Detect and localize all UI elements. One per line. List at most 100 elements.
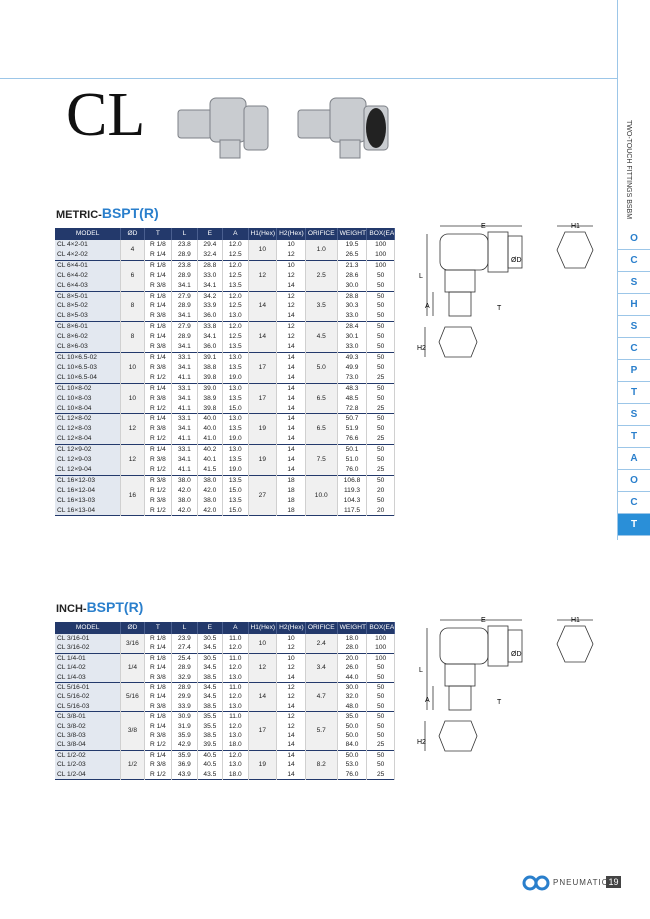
data-row: CL 1/2-03 R 3/8 36.9 40.5 13.0 14 53.0 50 [55, 760, 395, 770]
data-row: CL 3/8-01 3/8 R 1/8 30.9 35.5 11.0 17 12 5.7 35.0… [55, 711, 395, 751]
cell: 33.1 [171, 382, 198, 394]
cell: 13.0 [222, 760, 249, 770]
cell: R 1/4 [144, 351, 173, 363]
header-row: MODELØDTLEAH1(Hex)H2(Hex)ORIFICEWEIGHT(g… [55, 228, 395, 240]
cell: 40.1 [197, 455, 224, 465]
cell: 28.0 [337, 643, 368, 654]
cell: 39.5 [197, 740, 224, 751]
cell: CL 3/8-04 [55, 740, 122, 751]
cell: 50.7 [337, 413, 368, 425]
dimension-label: ØD [511, 651, 522, 658]
cell: 50 [366, 290, 395, 302]
cell: 73.0 [337, 372, 368, 384]
cell: 50.0 [337, 731, 368, 741]
cell: CL 8×6-01 [55, 321, 122, 333]
cell: R 1/2 [144, 464, 173, 476]
cell: 28.9 [171, 332, 198, 343]
side-label: TWO-TOUCH FITTINGS BSBM [625, 120, 632, 220]
cell: 14 [276, 701, 306, 712]
cell: 15.0 [222, 403, 249, 414]
cell: 14 [276, 740, 306, 751]
cell: 10 [248, 633, 278, 654]
cell: CL 5/16-01 [55, 682, 122, 693]
cell: 4 [120, 239, 145, 261]
cell: 1.0 [305, 239, 338, 261]
cell: 39.8 [197, 403, 224, 414]
data-row: CL 12×9-02 12 R 1/4 33.1 40.2 13.0 19 14 7.5 50.1… [55, 444, 395, 476]
drawing-line [507, 235, 523, 269]
cell: 40.5 [197, 760, 224, 770]
cell: 4.5 [305, 321, 338, 353]
cell: 32.0 [337, 692, 368, 702]
cell: 13.0 [222, 672, 249, 683]
cell: 100 [366, 249, 395, 261]
cell: 14 [276, 749, 306, 761]
dimension-label: L [419, 273, 423, 280]
cell: 42.9 [171, 740, 198, 751]
cell: R 1/2 [144, 485, 173, 496]
cell: 7.5 [305, 444, 338, 476]
cell: R 3/8 [144, 731, 173, 741]
cell: 13.5 [222, 393, 249, 404]
cell: 50 [366, 495, 395, 506]
cell: 28.9 [171, 249, 198, 261]
metric-table: MODELØDTLEAH1(Hex)H2(Hex)ORIFICEWEIGHT(g… [55, 228, 395, 517]
cell: 18 [276, 485, 306, 496]
cell: 14 [276, 382, 306, 394]
technical-drawing: E H1 L A ØD T H2 [417, 617, 594, 752]
cell: 42.0 [171, 485, 198, 496]
side-tab: S [618, 404, 650, 426]
cell: 41.1 [171, 372, 198, 384]
cell: 11.0 [222, 652, 249, 664]
cell: 8 [120, 321, 145, 353]
cell: 36.9 [171, 760, 198, 770]
cell: 2.4 [305, 633, 338, 654]
cell: R 1/8 [144, 259, 173, 271]
cell: 13.5 [222, 495, 249, 506]
cell: 76.0 [337, 769, 368, 780]
data-row: CL 4×2-02 R 1/4 28.9 32.4 12.5 12 26.5 100 [55, 249, 395, 261]
side-tab: S [618, 272, 650, 294]
drawing-line [487, 625, 509, 667]
inch-prefix: INCH- [56, 603, 87, 615]
cell: 14 [248, 682, 278, 712]
cell: 39.0 [197, 382, 224, 394]
data-row: CL 5/16-02 R 1/4 29.9 34.5 12.0 12 32.0 50 [55, 692, 395, 702]
cell: 12 [276, 332, 306, 343]
cell: 30.0 [337, 682, 368, 693]
cell: 5.0 [305, 351, 338, 384]
cell: 12 [248, 652, 278, 683]
cell: CL 10×6.5-04 [55, 372, 122, 384]
cell: 38.5 [197, 672, 224, 683]
cell: 14 [276, 731, 306, 741]
data-row: CL 8×6-03 R 3/8 34.1 36.0 13.5 14 33.0 50 [55, 342, 395, 353]
cell: 10 [276, 633, 306, 644]
cell: 25 [366, 372, 395, 384]
cell: 14 [276, 464, 306, 476]
cell: 33.0 [337, 311, 368, 322]
drawing-line [439, 233, 489, 271]
cell: 30.5 [197, 633, 224, 644]
cell: R 1/8 [144, 290, 173, 302]
data-row: CL 6×4-01 6 R 1/8 23.8 28.8 12.0 12 10 2.5 21.3 10… [55, 259, 395, 292]
cell: 72.8 [337, 403, 368, 414]
header-cell: MODEL [55, 622, 122, 634]
cell: CL 3/8-01 [55, 711, 122, 722]
cell: 50 [366, 321, 395, 333]
cell: R 3/8 [144, 424, 173, 435]
cell: 50 [366, 749, 395, 761]
cell: CL 1/4-01 [55, 652, 122, 664]
cell: 12 [276, 290, 306, 302]
data-row: CL 8×5-03 R 3/8 34.1 36.0 13.0 14 33.0 50 [55, 311, 395, 322]
cell: 13.0 [222, 382, 249, 394]
cell: 48.0 [337, 701, 368, 712]
cell: 3.4 [305, 652, 338, 683]
data-row: CL 12×9-04 R 1/2 41.1 41.5 19.0 14 76.0 25 [55, 464, 395, 476]
footer-brand: PNEUMATICS [553, 878, 615, 887]
cell: 34.1 [197, 332, 224, 343]
cell: 12.0 [222, 238, 249, 250]
dimension-label: ØD [511, 257, 522, 264]
cell: 50.0 [337, 721, 368, 732]
cell: 50 [366, 362, 395, 373]
cell: 50 [366, 311, 395, 322]
